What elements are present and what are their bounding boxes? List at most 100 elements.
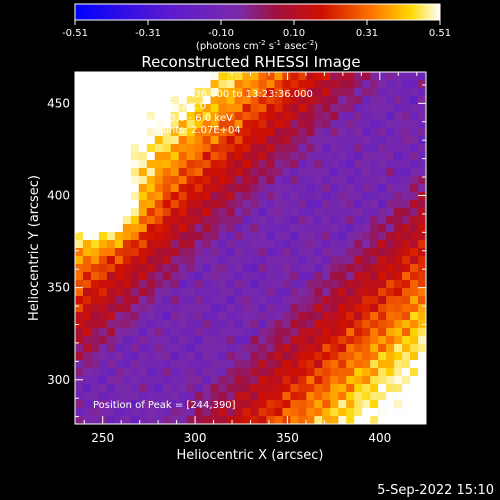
heatmap-cell [186,416,195,424]
heatmap-cell [274,144,283,153]
heatmap-cell [330,272,339,281]
heatmap-cell [298,216,307,225]
heatmap-cell [386,264,395,273]
heatmap-cell [346,264,355,273]
heatmap-cell [226,288,235,297]
heatmap-cell [362,184,371,193]
heatmap-cell [234,120,243,129]
heatmap-cell [130,312,140,321]
heatmap-cell [130,144,140,153]
heatmap-cell [146,160,156,169]
heatmap-cell [274,352,283,361]
heatmap-cell [274,248,283,257]
heatmap-cell [226,192,235,201]
heatmap-cell [314,288,323,297]
heatmap-cell [314,408,323,417]
heatmap-cell [266,344,275,353]
heatmap-cell [370,288,379,297]
heatmap-cell [298,80,307,89]
heatmap-cell [162,248,172,257]
heatmap-cell [90,376,100,385]
heatmap-cell [98,200,108,209]
heatmap-cell [346,256,355,265]
heatmap-cell [114,368,124,377]
heatmap-cell [170,176,180,185]
heatmap-cell [122,264,132,273]
heatmap-cell [75,152,84,161]
heatmap-cell [418,240,426,249]
heatmap-cell [130,352,140,361]
heatmap-cell [146,304,156,313]
heatmap-cell [394,96,403,105]
heatmap-cell [226,184,235,193]
heatmap-cell [194,120,203,129]
heatmap-cell [234,304,243,313]
heatmap-cell [234,200,243,209]
heatmap-cell [154,216,164,225]
heatmap-cell [98,152,108,161]
heatmap-cell [202,208,211,217]
heatmap-cell [138,352,148,361]
heatmap-cell [378,224,387,233]
heatmap-cell [170,288,180,297]
heatmap-cell [266,112,275,121]
heatmap-cell [162,208,172,217]
heatmap-cell [330,184,339,193]
heatmap-cell [106,88,116,97]
heatmap-cell [202,312,211,321]
heatmap-cell [298,184,307,193]
heatmap-cell [226,144,235,153]
heatmap-cell [114,416,124,424]
heatmap-cell [130,400,140,409]
heatmap-cell [242,184,251,193]
heatmap-cell [410,288,419,297]
heatmap-cell [266,400,275,409]
heatmap-cell [178,312,187,321]
heatmap-cell [242,360,251,369]
heatmap-cell [418,232,426,241]
heatmap-cell [170,200,180,209]
heatmap-cell [290,184,299,193]
heatmap-cell [362,296,371,305]
heatmap-cell [146,184,156,193]
heatmap-cell [306,376,315,385]
heatmap-cell [106,192,116,201]
heatmap-cell [162,312,172,321]
heatmap-cell [242,352,251,361]
heatmap-cell [226,352,235,361]
heatmap-cell [370,88,379,97]
heatmap-cell [210,296,219,305]
heatmap-cell [274,344,283,353]
heatmap-cell [274,384,283,393]
heatmap-cell [410,96,419,105]
heatmap-cell [378,144,387,153]
heatmap-cell [218,160,227,169]
heatmap-cell [178,416,187,424]
heatmap-cell [178,168,187,177]
heatmap-cell [402,360,411,369]
heatmap-cell [354,336,363,345]
heatmap-cell [194,352,203,361]
heatmap-cell [306,280,315,289]
heatmap-cell [266,144,275,153]
heatmap-cell [122,288,132,297]
heatmap-cell [266,104,275,113]
heatmap-cell [130,72,140,81]
heatmap-cell [234,152,243,161]
heatmap-cell [338,304,347,313]
heatmap-cell [346,328,355,337]
heatmap-cell [218,392,227,401]
heatmap-cell [306,104,315,113]
heatmap-cell [314,248,323,257]
heatmap-cell [98,240,108,249]
heatmap-cell [354,152,363,161]
heatmap-cell [218,304,227,313]
heatmap-cell [90,104,100,113]
heatmap-cell [354,80,363,89]
heatmap-cell [242,192,251,201]
heatmap-cell [130,176,140,185]
heatmap-cell [274,280,283,289]
heatmap-cell [242,176,251,185]
heatmap-cell [186,352,195,361]
colorbar-tick-label: -0.10 [208,28,234,39]
